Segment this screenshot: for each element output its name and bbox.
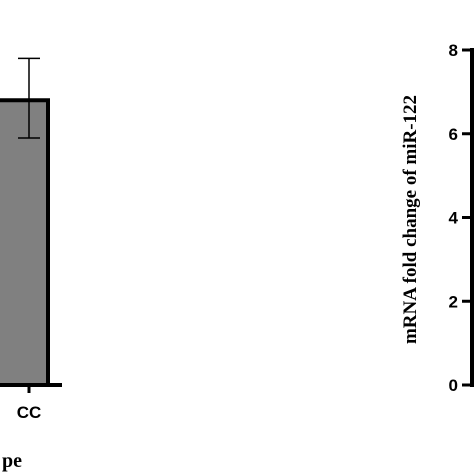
y-axis-title: mRNA fold change of miR-122 [400,95,421,344]
y-tick-label-8: 8 [449,41,458,60]
bar-cc [0,98,50,387]
y-tick-label-4: 4 [449,209,459,228]
y-tick-label-0: 0 [449,376,458,395]
x-axis-label-fragment: pe [2,450,22,472]
right-panel: 0 2 4 6 8 [449,41,474,395]
y-tick-label-2: 2 [449,292,458,311]
x-tick-label-cc: CC [17,403,42,422]
left-panel [0,57,62,393]
y-tick-label-6: 6 [449,125,458,144]
